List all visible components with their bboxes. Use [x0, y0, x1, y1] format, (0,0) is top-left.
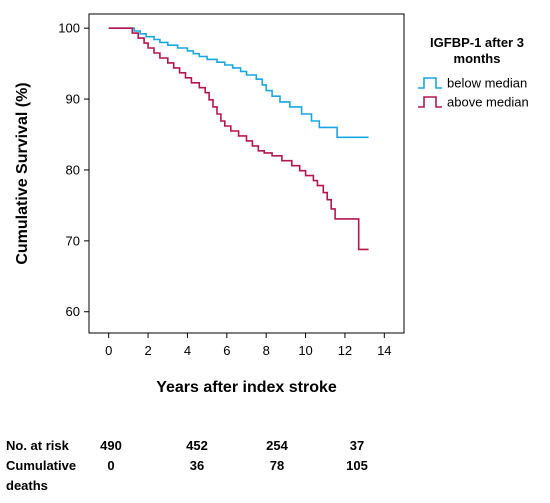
x-tick-label: 12	[338, 343, 352, 358]
series-line-above-median	[108, 27, 369, 251]
y-tick-label: 100	[58, 21, 80, 36]
y-tick-label: 80	[66, 162, 80, 177]
risk-value-at-risk: 37	[350, 438, 364, 453]
x-tick-label: 14	[377, 343, 391, 358]
legend-title: IGFBP-1 after 3	[430, 35, 524, 50]
legend-symbol	[418, 77, 442, 89]
y-tick-label: 60	[66, 304, 80, 319]
risk-value-deaths: 0	[107, 458, 114, 473]
x-tick-label: 0	[105, 343, 112, 358]
y-axis-title: Cumulative Survival (%)	[14, 82, 31, 264]
legend-title: months	[454, 51, 501, 66]
x-tick-label: 6	[223, 343, 230, 358]
risk-value-deaths: 78	[270, 458, 284, 473]
x-tick-label: 8	[263, 343, 270, 358]
risk-value-at-risk: 452	[186, 438, 208, 453]
risk-row-label-deaths: deaths	[6, 478, 48, 493]
legend-symbol	[418, 96, 442, 108]
series-line-below-median	[108, 27, 369, 139]
plot-frame	[88, 13, 405, 334]
risk-value-at-risk: 254	[266, 438, 288, 453]
x-tick-label: 10	[298, 343, 312, 358]
legend-label: below median	[447, 76, 527, 91]
risk-row-label-at-risk: No. at risk	[6, 438, 70, 453]
plot-layer: 60 70 80 90 100 0 2 4 6 8 10 12 14 Years after index …	[14, 13, 405, 396]
legend-label: above median	[447, 95, 529, 110]
x-tick-label: 4	[184, 343, 191, 358]
risk-table: No. at risk 490 452 254 37 Cumulative deaths 0 3…	[6, 438, 368, 493]
y-tick-label: 90	[66, 92, 80, 107]
x-tick-label: 2	[144, 343, 151, 358]
x-axis-title: Years after index stroke	[156, 379, 337, 396]
risk-value-at-risk: 490	[100, 438, 122, 453]
risk-value-deaths: 36	[190, 458, 204, 473]
risk-value-deaths: 105	[346, 458, 368, 473]
risk-row-label-deaths: Cumulative	[6, 458, 76, 473]
y-tick-label: 70	[66, 233, 80, 248]
